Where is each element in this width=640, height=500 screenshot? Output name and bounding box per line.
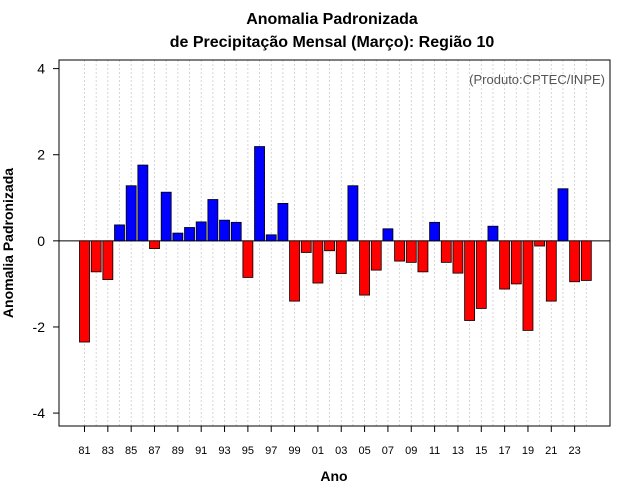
bar-20: [534, 240, 546, 247]
bar-01: [312, 240, 324, 284]
bar-92: [207, 199, 219, 242]
x-tick-label: 01: [312, 445, 324, 457]
bars: [79, 146, 592, 343]
bar-83: [102, 240, 114, 281]
grid-lines: [84, 60, 587, 426]
bar-03: [335, 240, 347, 274]
bar-11: [429, 221, 441, 242]
x-tick-label: 13: [452, 445, 464, 457]
bar-02: [324, 240, 335, 252]
y-tick-label: 0: [37, 233, 45, 249]
bar-09: [405, 240, 417, 263]
bar-85: [125, 185, 137, 242]
x-tick-label: 23: [569, 445, 581, 457]
chart-title-line2: de Precipitação Mensal (Março): Região 1…: [170, 34, 495, 51]
bar-91: [195, 221, 207, 242]
bar-17: [499, 240, 511, 290]
bar-95: [242, 240, 254, 278]
y-tick-label: -2: [33, 319, 46, 335]
source-annotation: (Produto:CPTEC/INPE): [469, 72, 605, 87]
bar-13: [452, 240, 464, 274]
x-tick-label: 87: [148, 445, 160, 457]
bar-94: [230, 221, 242, 242]
y-tick-label: -4: [33, 405, 46, 421]
x-tick-label: 89: [172, 445, 184, 457]
bar-12: [440, 240, 452, 263]
bar-14: [464, 240, 476, 321]
bar-96: [254, 146, 265, 242]
bar-08: [394, 240, 405, 262]
x-tick-label: 07: [382, 445, 394, 457]
plot-frame: [58, 59, 611, 427]
x-tick-label: 97: [265, 445, 277, 457]
bar-86: [137, 164, 149, 242]
chart-title-line1: Anomalia Padronizada: [246, 11, 418, 28]
y-axis-label: Anomalia Padronizada: [0, 168, 16, 318]
x-tick-label: 11: [429, 445, 440, 457]
bar-04: [347, 185, 359, 242]
bar-89: [172, 232, 184, 242]
bar-23: [569, 240, 581, 283]
x-tick-label: 99: [288, 445, 300, 457]
bar-88: [160, 191, 172, 242]
x-axis: 81 83 85 87 89 91 93 95 97 99 01 03 05 07 09 11 13 15 17 19…: [78, 426, 581, 457]
x-axis-label: Ano: [320, 468, 347, 484]
bar-87: [149, 240, 160, 249]
x-tick-label: 05: [358, 445, 370, 457]
bar-15: [475, 240, 487, 309]
bar-05: [359, 240, 370, 296]
x-tick-label: 17: [498, 445, 510, 457]
bar-81: [79, 240, 90, 343]
x-tick-label: 21: [545, 445, 557, 457]
bar-82: [90, 240, 102, 273]
bar-00: [300, 240, 312, 253]
bar-07: [382, 228, 394, 242]
x-tick-label: 15: [475, 445, 487, 457]
bar-93: [219, 219, 230, 242]
bar-84: [114, 224, 125, 242]
bar-98: [277, 202, 289, 242]
bar-90: [184, 227, 195, 242]
bar-16: [487, 225, 499, 242]
bar-19: [522, 240, 534, 331]
bar-22: [557, 188, 569, 242]
bar-18: [510, 240, 522, 285]
bar-97: [265, 234, 277, 242]
x-tick-label: 81: [78, 445, 90, 457]
bar-21: [545, 240, 557, 302]
x-tick-label: 19: [522, 445, 534, 457]
x-tick-label: 91: [195, 445, 207, 457]
y-tick-label: 2: [37, 147, 45, 163]
x-tick-label: 03: [335, 445, 347, 457]
bar-24: [580, 240, 592, 281]
x-tick-label: 95: [242, 445, 254, 457]
x-tick-label: 09: [405, 445, 417, 457]
y-tick-label: 4: [37, 61, 45, 77]
x-tick-label: 93: [218, 445, 230, 457]
x-tick-label: 83: [102, 445, 114, 457]
bar-06: [370, 240, 382, 271]
x-tick-label: 85: [125, 445, 137, 457]
bar-10: [417, 240, 429, 273]
y-axis: -4 -2 0 2 4: [33, 61, 59, 421]
bar-99: [289, 240, 300, 302]
